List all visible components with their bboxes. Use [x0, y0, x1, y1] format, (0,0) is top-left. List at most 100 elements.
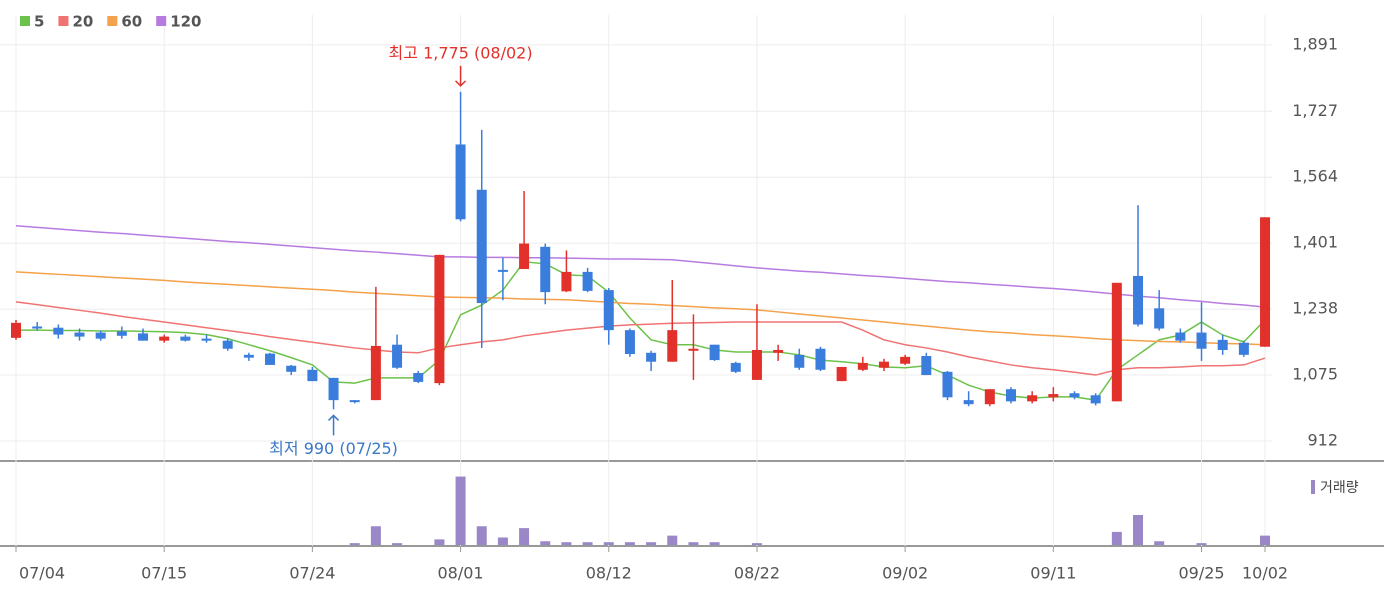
candle-body [836, 366, 847, 382]
candle-body [286, 365, 297, 372]
high-arrow [455, 65, 467, 87]
volume-bar [519, 528, 530, 545]
moving-average-line [15, 301, 1266, 376]
candle-body [1260, 217, 1271, 347]
volume-bar [624, 542, 635, 545]
candle-body [138, 333, 149, 341]
candle-body [392, 344, 403, 368]
volume-bar [751, 543, 762, 545]
legend-swatch [107, 16, 118, 26]
candle-body [307, 369, 318, 382]
candle-body [963, 400, 974, 405]
volume-legend-icon [1311, 480, 1315, 494]
legend-label: 60 [121, 13, 142, 31]
candle-body [900, 356, 911, 364]
candle-body [582, 271, 593, 291]
legend-label: 120 [170, 13, 201, 31]
volume-bar [540, 541, 551, 545]
x-tick-label: 10/02 [1242, 564, 1288, 583]
candle-body [1048, 394, 1059, 398]
x-tick-label: 07/04 [19, 564, 65, 583]
candle-body [1238, 342, 1249, 355]
candle-body [942, 371, 953, 398]
candle-body [74, 332, 85, 337]
y-tick-label: 1,727 [1292, 101, 1338, 120]
candle-body [984, 389, 995, 405]
x-tick-label: 07/24 [289, 564, 335, 583]
candle-body [1111, 282, 1122, 402]
volume-bar [688, 542, 699, 545]
volume-bar [582, 542, 593, 545]
volume-bar [603, 542, 614, 545]
candle-body [476, 189, 487, 304]
x-tick-label: 08/22 [734, 564, 780, 583]
low-arrow [328, 414, 340, 436]
candle-body [794, 354, 805, 368]
candle-body [370, 345, 381, 401]
x-tick-label: 09/11 [1030, 564, 1076, 583]
candle-body [1175, 332, 1186, 341]
volume-bar [1111, 531, 1122, 545]
candle-body [201, 338, 212, 341]
candle-body [540, 246, 551, 293]
candle-body [561, 271, 572, 292]
candle-body [1090, 395, 1101, 404]
legend-swatch [20, 16, 30, 26]
legend-label: 5 [34, 13, 44, 31]
candle-body [519, 243, 530, 270]
volume-bar [392, 543, 403, 545]
volume-bar [1133, 515, 1144, 545]
candle-body [413, 373, 424, 382]
volume-bar [370, 526, 381, 545]
candle-body [434, 254, 445, 384]
legend-swatch [156, 16, 167, 26]
candle-body [624, 330, 635, 355]
candle-body [159, 336, 170, 341]
volume-bar [434, 539, 445, 545]
x-tick-label: 07/15 [141, 564, 187, 583]
candle-body [180, 336, 191, 341]
volume-bar [646, 542, 657, 545]
legend-label: 20 [72, 13, 93, 31]
volume-bar [561, 542, 572, 545]
candle-body [222, 340, 233, 349]
volume-bar [1154, 541, 1165, 545]
candle-body [1005, 389, 1016, 402]
y-tick-label: 1,401 [1292, 233, 1338, 252]
volume-bar [476, 526, 487, 545]
candle-body [921, 356, 932, 376]
candle-body [11, 322, 21, 338]
candle-body [497, 269, 508, 272]
candle-body [1069, 393, 1080, 398]
low-annotation: 최저 990 (07/25) [269, 439, 398, 458]
x-tick-label: 08/12 [586, 564, 632, 583]
candle-body [878, 361, 889, 368]
y-tick-label: 1,238 [1292, 299, 1338, 318]
candle-body [243, 354, 254, 358]
grid [0, 15, 1272, 546]
candle-body [1027, 395, 1038, 402]
volume-legend-label: 거래량 [1320, 480, 1359, 496]
volume-bar [349, 543, 360, 545]
candle-body [32, 326, 43, 329]
candle-body [1154, 308, 1165, 329]
moving-average-line [15, 271, 1266, 346]
candle-body [265, 353, 276, 365]
candle-body [95, 332, 106, 339]
high-annotation: 최고 1,775 (08/02) [389, 43, 533, 62]
volume-bar [667, 535, 678, 545]
y-tick-label: 1,075 [1292, 365, 1338, 384]
candle-body [730, 362, 741, 372]
x-tick-label: 09/25 [1178, 564, 1224, 583]
candle-body [646, 352, 657, 362]
candle-body [857, 362, 868, 370]
candle-body [1196, 332, 1207, 349]
x-tick-label: 08/01 [438, 564, 484, 583]
candle-body [815, 348, 826, 370]
x-tick-label: 09/02 [882, 564, 928, 583]
candle-body [688, 348, 699, 351]
candle-body [53, 327, 64, 335]
volume-bar [1260, 535, 1271, 545]
volume-bar [497, 537, 508, 545]
